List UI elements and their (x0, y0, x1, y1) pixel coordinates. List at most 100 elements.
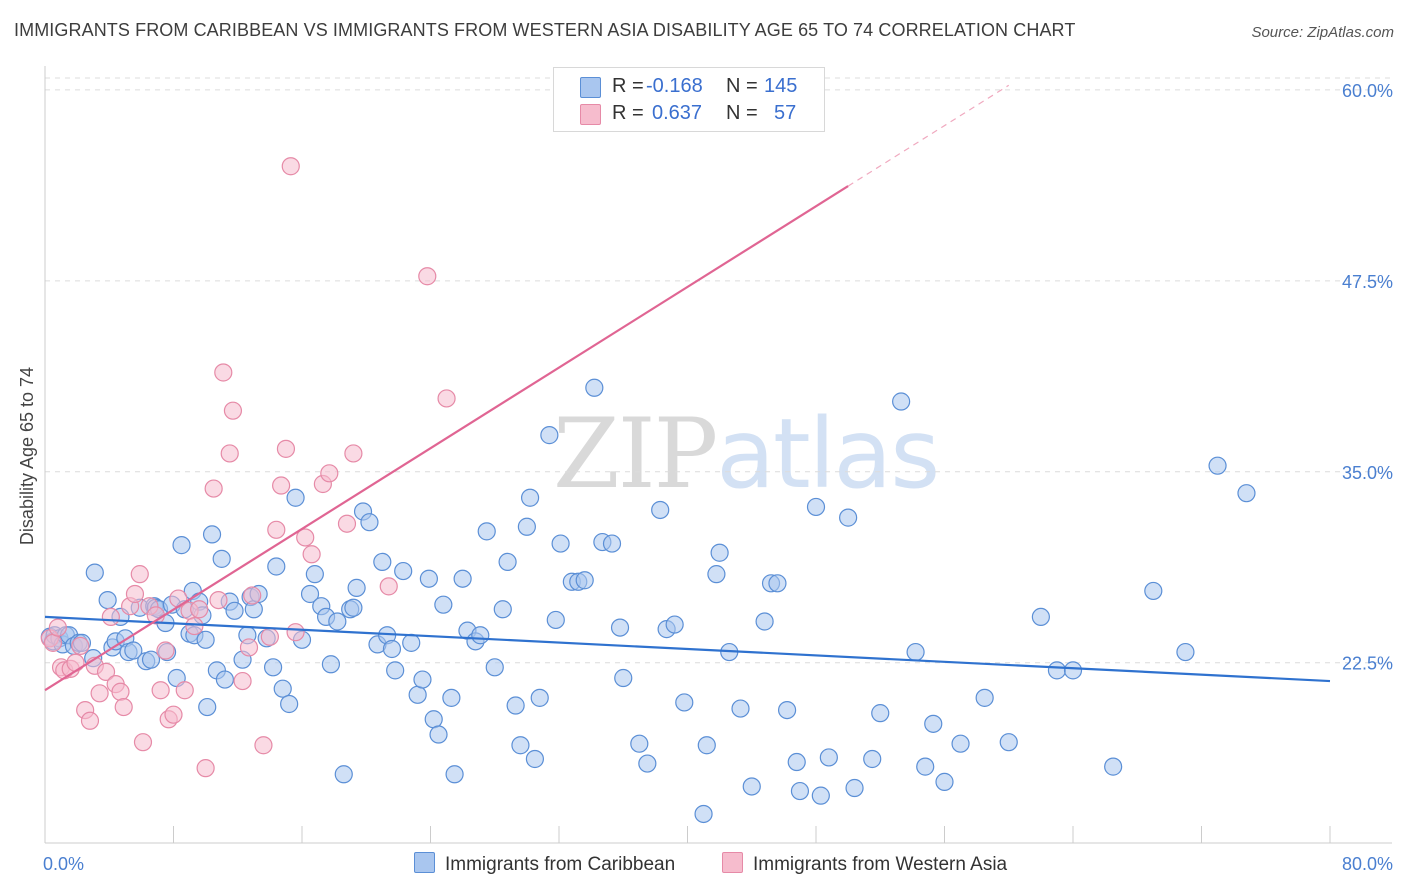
x-tick-label-min: 0.0% (43, 854, 84, 874)
point-caribbean (951, 734, 970, 753)
point-caribbean (707, 565, 726, 584)
point-western-asia (214, 363, 233, 382)
point-western-asia (220, 444, 239, 463)
bottom-legend-caribbean: Immigrants from Caribbean (414, 852, 675, 876)
point-caribbean (811, 786, 830, 805)
point-western-asia (337, 514, 357, 533)
caribbean-points (40, 378, 1256, 824)
western-asia-points (40, 157, 456, 778)
point-caribbean (839, 508, 858, 527)
point-caribbean (755, 612, 774, 631)
point-caribbean (402, 633, 421, 652)
point-caribbean (924, 714, 943, 733)
point-western-asia (418, 267, 437, 286)
point-caribbean (394, 561, 413, 581)
y-tick-label: 47.5% (1342, 272, 1393, 292)
point-caribbean (1063, 661, 1083, 680)
point-caribbean (665, 615, 684, 634)
point-caribbean (212, 549, 231, 568)
bottom-legend-swatch-western-asia (722, 852, 743, 873)
legend-r-label: R = (612, 75, 644, 97)
point-western-asia (260, 627, 279, 646)
y-tick-label: 35.0% (1342, 463, 1393, 483)
y-axis-title: Disability Age 65 to 74 (17, 367, 37, 545)
x-tick-label-max: 80.0% (1342, 854, 1393, 874)
point-caribbean (916, 757, 935, 776)
point-caribbean (610, 618, 630, 637)
point-caribbean (1104, 757, 1123, 776)
legend-swatch-western-asia (580, 104, 601, 125)
point-caribbean (280, 694, 299, 714)
watermark-zip: ZIP (553, 398, 718, 510)
point-western-asia (243, 586, 262, 605)
point-western-asia (101, 607, 120, 627)
watermark-atlas: atlas (716, 398, 940, 510)
point-caribbean (1047, 661, 1067, 680)
point-western-asia (302, 545, 321, 564)
y-tick-label: 60.0% (1342, 81, 1393, 101)
point-caribbean (498, 552, 517, 572)
point-western-asia (209, 591, 228, 610)
point-western-asia (71, 636, 90, 656)
point-caribbean (485, 658, 504, 677)
point-western-asia (111, 682, 130, 701)
point-caribbean (638, 754, 657, 773)
point-caribbean (1176, 642, 1195, 662)
point-caribbean (530, 688, 549, 707)
point-western-asia (379, 577, 398, 596)
trend-line-western-asia (44, 185, 849, 692)
point-caribbean (614, 668, 633, 688)
point-western-asia (156, 641, 175, 660)
trend-lines (44, 84, 1331, 692)
point-caribbean (551, 534, 570, 553)
bottom-legend-swatch-caribbean (414, 852, 435, 873)
point-caribbean (477, 522, 496, 541)
point-caribbean (511, 736, 530, 755)
point-caribbean (300, 584, 320, 604)
point-caribbean (819, 748, 838, 767)
point-western-asia (66, 653, 85, 672)
point-western-asia (344, 444, 363, 463)
point-western-asia (185, 616, 204, 636)
point-caribbean (777, 700, 797, 720)
point-western-asia (239, 638, 259, 657)
legend-n-label: N = (726, 102, 758, 124)
bottom-legend-label-western-asia: Immigrants from Western Asia (753, 854, 1008, 875)
point-western-asia (204, 479, 223, 498)
point-caribbean (731, 699, 750, 718)
legend-n-value: 57 (774, 102, 797, 124)
y-tick-label: 22.5% (1342, 654, 1393, 674)
point-western-asia (190, 600, 209, 619)
point-caribbean (517, 517, 536, 536)
point-caribbean (520, 488, 540, 507)
point-western-asia (233, 671, 252, 691)
point-western-asia (296, 528, 315, 547)
point-caribbean (98, 591, 117, 610)
point-caribbean (871, 704, 890, 723)
bottom-legend-label-caribbean: Immigrants from Caribbean (445, 854, 676, 875)
point-caribbean (328, 612, 347, 631)
point-western-asia (43, 633, 63, 652)
legend-n-label: N = (726, 75, 758, 97)
chart-title: IMMIGRANTS FROM CARIBBEAN VS IMMIGRANTS … (14, 20, 1076, 40)
legend-r-value: 0.637 (652, 102, 703, 124)
point-caribbean (360, 513, 379, 532)
point-caribbean (445, 765, 464, 784)
trend-line-western-asia-extension (847, 84, 1010, 187)
point-western-asia (254, 736, 273, 755)
point-caribbean (471, 626, 490, 645)
point-caribbean (845, 778, 864, 798)
legend-r-value: -0.168 (646, 75, 703, 97)
point-western-asia (320, 464, 339, 483)
point-western-asia (276, 439, 296, 458)
point-western-asia (96, 662, 116, 682)
point-western-asia (437, 389, 456, 408)
point-caribbean (321, 655, 341, 674)
point-caribbean (806, 497, 826, 517)
point-caribbean (267, 557, 286, 576)
point-caribbean (263, 658, 283, 677)
point-caribbean (215, 670, 234, 689)
point-caribbean (286, 488, 305, 507)
point-western-asia (196, 759, 215, 778)
point-western-asia (164, 705, 183, 724)
